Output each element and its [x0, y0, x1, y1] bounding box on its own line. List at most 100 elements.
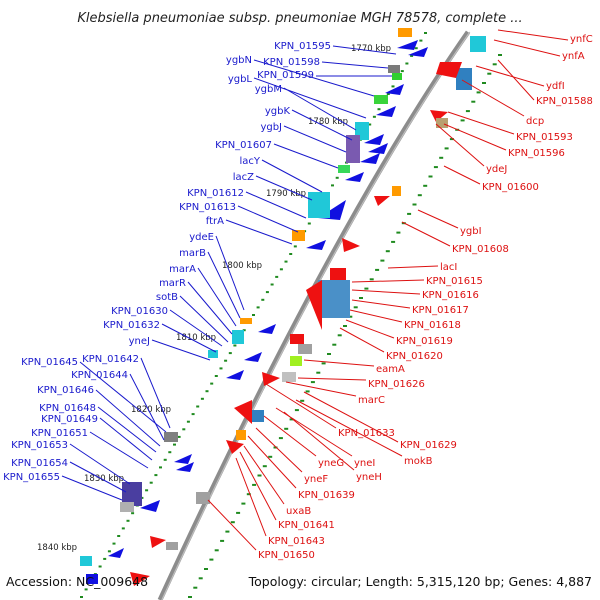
gene-label[interactable]: KPN_01612 [187, 188, 244, 199]
gene-label[interactable]: ydeE [189, 232, 214, 243]
label-connector [253, 59, 375, 97]
gene-label[interactable]: KPN_01608 [452, 244, 509, 255]
tick-dot [145, 489, 149, 492]
gene-label[interactable]: KPN_01642 [82, 354, 139, 365]
label-connector [261, 159, 323, 193]
gene-label[interactable]: KPN_01649 [41, 414, 98, 425]
label-connector [447, 111, 515, 135]
gene-arrow [108, 548, 124, 558]
gene-label[interactable]: KPN_01626 [368, 379, 425, 390]
gene-label[interactable]: marC [358, 395, 385, 406]
gene-label[interactable]: KPN_01596 [508, 148, 565, 159]
gene-box [166, 542, 178, 550]
gene-label[interactable]: eamA [376, 364, 405, 375]
gene-label[interactable]: KPN_01646 [37, 385, 94, 396]
gene-label[interactable]: KPN_01648 [39, 403, 96, 414]
label-connector [129, 373, 165, 441]
tick-dot [279, 268, 283, 271]
label-connector [99, 417, 153, 461]
gene-label[interactable]: KPN_01607 [215, 140, 272, 151]
gene-label[interactable]: KPN_01645 [21, 357, 78, 368]
tick-dot [265, 291, 269, 294]
tick-dot [273, 446, 278, 449]
gene-label[interactable]: lacI [440, 262, 457, 273]
gene-label[interactable]: KPN_01641 [278, 520, 335, 531]
gene-label[interactable]: ygbL [228, 74, 253, 85]
gene-label[interactable]: marA [169, 264, 196, 275]
gene-label[interactable]: ygbM [255, 84, 282, 95]
gene-label[interactable]: lacZ [233, 172, 254, 183]
tick-dot [230, 521, 235, 524]
gene-label[interactable]: yneI [354, 458, 375, 469]
gene-label[interactable]: yneH [356, 472, 382, 483]
label-connector [497, 29, 569, 41]
gene-label[interactable]: ynfA [562, 51, 585, 62]
gene-label[interactable]: marB [179, 248, 206, 259]
gene-label[interactable]: KPN_01618 [404, 320, 461, 331]
gene-arrow [140, 500, 160, 512]
gene-label[interactable]: lacY [239, 156, 260, 167]
gene-label[interactable]: mokB [404, 456, 433, 467]
gene-label[interactable]: KPN_01650 [258, 550, 315, 561]
gene-label[interactable]: ynfC [570, 34, 593, 45]
label-connector [265, 383, 337, 429]
gene-label[interactable]: KPN_01630 [111, 306, 168, 317]
gene-label[interactable]: KPN_01600 [482, 182, 539, 193]
gene-label[interactable]: KPN_01653 [11, 440, 68, 451]
gene-label[interactable]: ygbK [265, 106, 291, 117]
gene-label[interactable]: KPN_01639 [298, 490, 355, 501]
tick-dot [310, 381, 315, 384]
gene-label[interactable]: KPN_01588 [536, 96, 593, 107]
gene-label[interactable]: KPN_01595 [274, 41, 331, 52]
label-connector [79, 361, 167, 433]
gene-label[interactable]: ygbJ [260, 122, 282, 133]
gene-label[interactable]: KPN_01617 [412, 305, 469, 316]
tick-dot [196, 405, 200, 408]
gene-label[interactable]: KPN_01599 [257, 70, 314, 81]
tick-dot [335, 176, 339, 179]
label-connector [69, 461, 127, 493]
gene-label[interactable]: sotB [156, 292, 178, 303]
label-connector [332, 45, 397, 55]
label-connector [283, 87, 357, 131]
gene-label[interactable]: KPN_01651 [31, 428, 88, 439]
gene-label[interactable]: KPN_01629 [400, 440, 457, 451]
gene-label[interactable]: KPN_01620 [386, 351, 443, 362]
gene-label[interactable]: KPN_01616 [422, 290, 479, 301]
gene-label[interactable]: KPN_01632 [103, 320, 160, 331]
gene-label[interactable]: ydfI [546, 81, 565, 92]
gene-label[interactable]: ygbN [226, 55, 252, 66]
gene-label[interactable]: KPN_01654 [11, 458, 68, 469]
right-strand-genes [130, 36, 486, 586]
gene-label[interactable]: dcp [526, 116, 544, 127]
gene-label[interactable]: yneJ [129, 336, 150, 347]
tick-dot [278, 437, 283, 440]
gene-label[interactable]: KPN_01613 [179, 202, 236, 213]
inner-tick-dots [188, 54, 502, 598]
gene-label[interactable]: ydeJ [486, 164, 507, 175]
gene-label[interactable]: KPN_01615 [426, 276, 483, 287]
gene-label[interactable]: KPN_01643 [268, 536, 325, 547]
gene-label[interactable]: uxaB [286, 506, 311, 517]
tick-dot [261, 298, 265, 301]
gene-label[interactable]: KPN_01598 [263, 57, 320, 68]
tick-dot [385, 250, 390, 253]
label-connector [95, 389, 161, 447]
label-connector [235, 457, 267, 537]
gene-label[interactable]: KPN_01593 [516, 132, 573, 143]
gene-label[interactable]: yneF [304, 474, 328, 485]
gene-label[interactable]: ygbI [460, 226, 482, 237]
tick-dot [198, 577, 203, 580]
gene-label[interactable]: KPN_01655 [3, 472, 60, 483]
tick-dot [369, 278, 374, 281]
gene-label[interactable]: KPN_01619 [396, 336, 453, 347]
tick-dot [252, 314, 255, 316]
gene-label[interactable]: ftrA [206, 216, 224, 227]
label-connector [187, 281, 233, 335]
tick-dot [262, 465, 267, 468]
gene-label[interactable]: marR [159, 278, 186, 289]
gene-label[interactable]: KPN_01633 [338, 428, 395, 439]
genome-summary-text: Topology: circular; Length: 5,315,120 bp… [248, 574, 592, 589]
gene-label[interactable]: KPN_01644 [71, 370, 128, 381]
gene-label[interactable]: yneG [318, 458, 344, 469]
